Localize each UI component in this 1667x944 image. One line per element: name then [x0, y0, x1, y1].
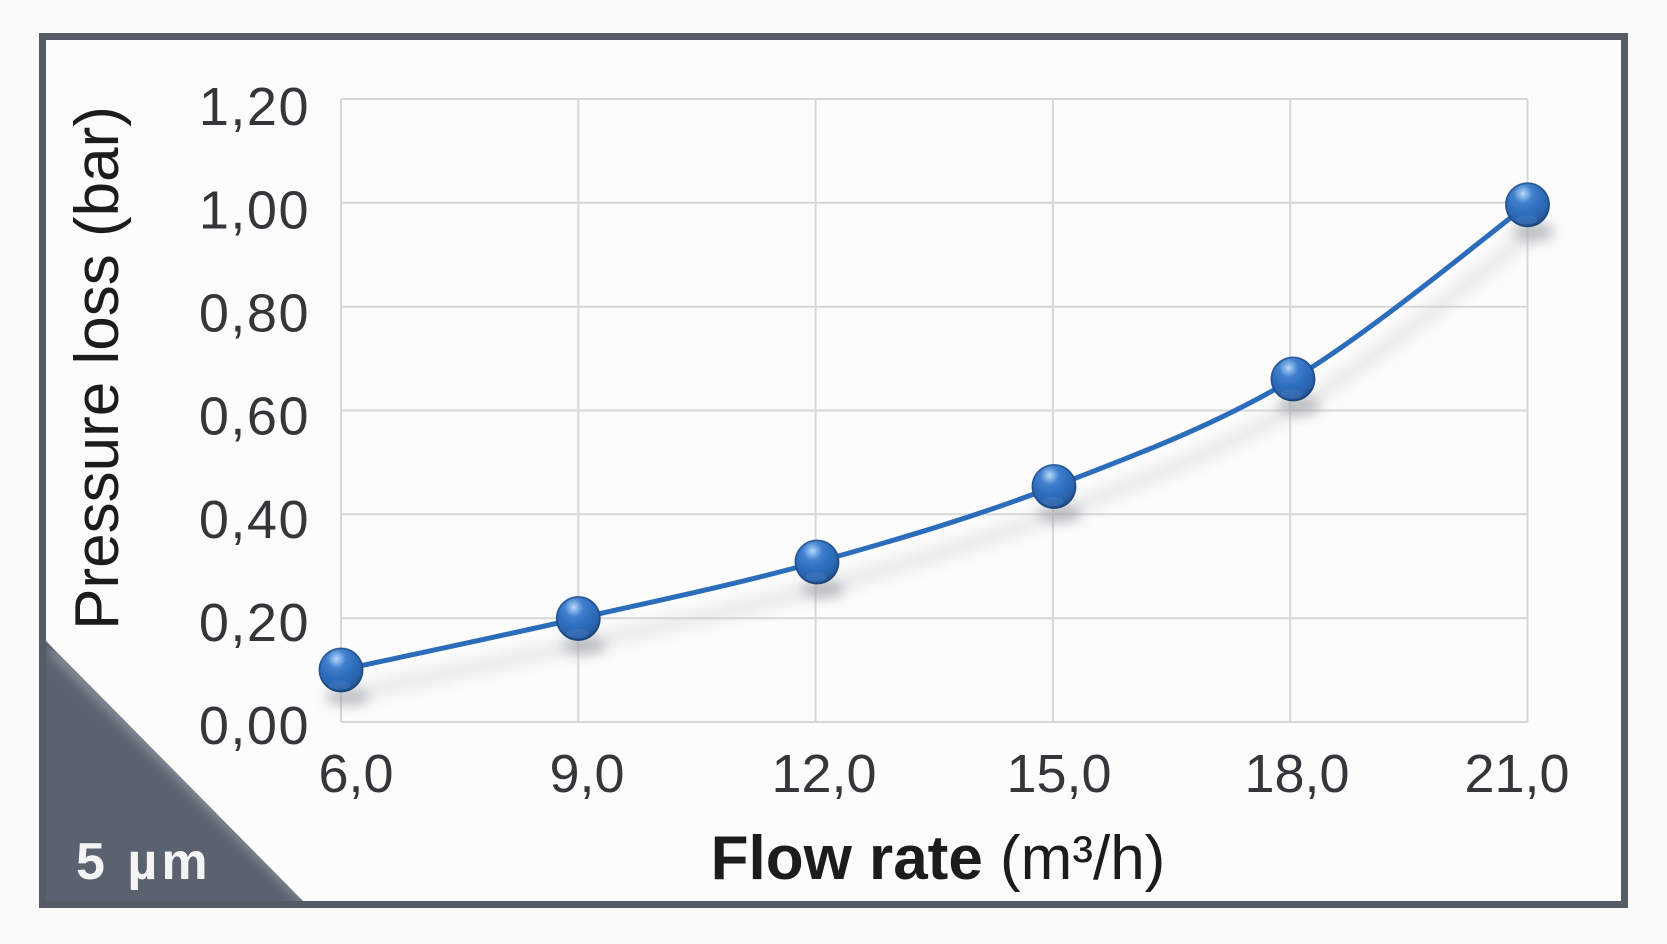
svg-text:Flow rate (m³/h): Flow rate (m³/h)	[711, 824, 1166, 893]
svg-text:0,40: 0,40	[199, 490, 310, 550]
svg-text:21,0: 21,0	[1464, 744, 1569, 804]
svg-text:0,80: 0,80	[199, 284, 310, 344]
svg-text:0,20: 0,20	[199, 593, 310, 653]
svg-text:0,00: 0,00	[199, 696, 310, 756]
svg-text:1,20: 1,20	[199, 77, 310, 137]
svg-text:15,0: 15,0	[1006, 744, 1111, 804]
svg-text:5 µm: 5 µm	[76, 833, 212, 891]
svg-text:Pressure loss (bar): Pressure loss (bar)	[63, 106, 132, 630]
svg-text:0,60: 0,60	[199, 387, 310, 447]
svg-text:12,0: 12,0	[771, 744, 876, 804]
svg-text:9,0: 9,0	[549, 744, 624, 804]
svg-text:6,0: 6,0	[318, 744, 393, 804]
svg-text:1,00: 1,00	[199, 181, 310, 241]
svg-text:18,0: 18,0	[1244, 744, 1349, 804]
